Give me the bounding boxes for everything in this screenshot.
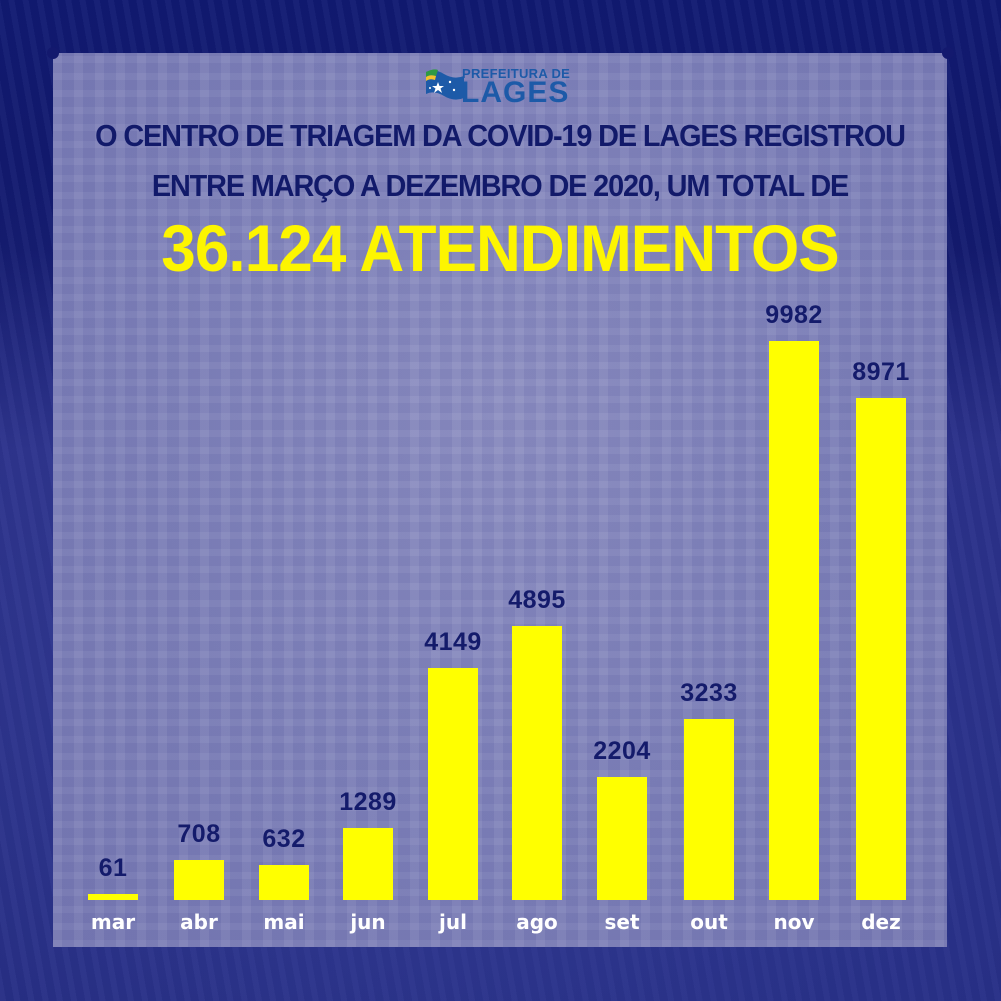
category-label: jun — [350, 910, 386, 934]
logo-lages-text: LAGES — [461, 76, 570, 109]
logo-prefeitura-text: PREFEITURA DE — [462, 66, 571, 81]
value-label: 4895 — [508, 586, 566, 614]
bar-abr — [174, 860, 224, 900]
category-label: ago — [516, 910, 558, 934]
bar-mai — [259, 865, 309, 900]
headline-line-2: ENTRE MARÇO A DEZEMBRO DE 2020, UM TOTAL… — [151, 168, 849, 203]
category-label: abr — [180, 910, 218, 934]
bar-dez — [856, 398, 906, 900]
category-label: set — [604, 910, 640, 934]
bar-set — [597, 777, 647, 900]
value-label: 708 — [177, 820, 221, 848]
prefeitura-lages-logo: PREFEITURA DE LAGES — [424, 62, 579, 109]
flag-icon — [426, 69, 464, 100]
category-label: mai — [263, 910, 305, 934]
value-label: 3233 — [680, 679, 738, 707]
value-label: 2204 — [593, 737, 651, 765]
category-label: nov — [773, 910, 815, 934]
category-label: out — [690, 910, 728, 934]
headline-total: 36.124 ATENDIMENTOS — [161, 211, 839, 285]
category-label: dez — [861, 910, 901, 934]
bar-ago — [512, 626, 562, 900]
bar-out — [684, 719, 734, 900]
value-label: 9982 — [765, 301, 823, 329]
bar-jun — [343, 828, 393, 900]
panel-corner-notch — [47, 47, 59, 59]
panel-corner-notch — [942, 47, 954, 59]
value-label: 4149 — [424, 628, 482, 656]
category-label: mar — [90, 910, 136, 934]
headline-line-1: O CENTRO DE TRIAGEM DA COVID-19 DE LAGES… — [95, 118, 906, 153]
value-label: 8971 — [852, 358, 910, 386]
bar-nov — [769, 341, 819, 900]
value-label: 61 — [98, 854, 128, 882]
category-label: jul — [439, 910, 467, 934]
bar-mar — [88, 894, 138, 900]
bar-jul — [428, 668, 478, 900]
value-label: 1289 — [339, 788, 397, 816]
value-label: 632 — [262, 825, 306, 853]
